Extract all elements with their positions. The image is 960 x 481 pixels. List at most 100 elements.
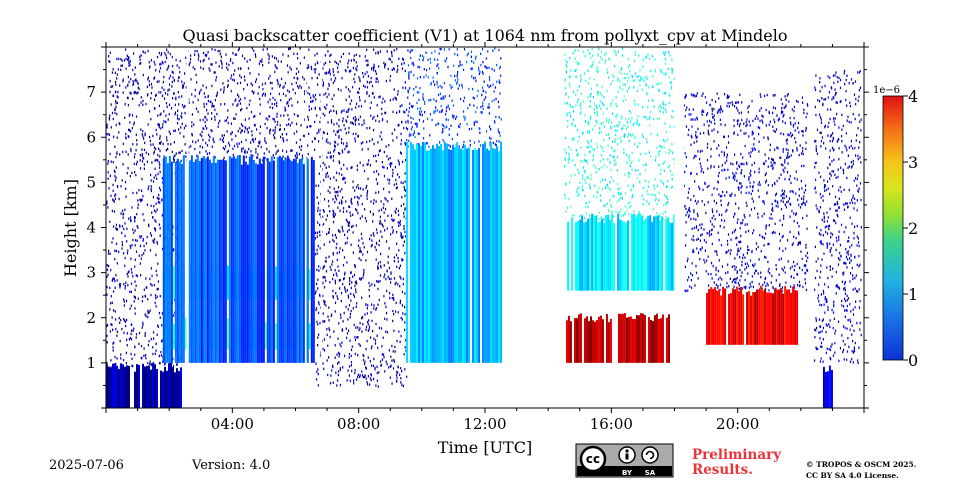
noise-speck: [256, 156, 258, 159]
noise-speck: [849, 303, 851, 306]
noise-speck: [779, 239, 781, 242]
noise-speck: [720, 203, 723, 207]
noise-speck: [695, 134, 697, 137]
noise-speck: [664, 103, 667, 107]
noise-speck: [272, 133, 275, 137]
noise-speck: [843, 271, 845, 274]
noise-speck: [348, 70, 351, 73]
noise-speck: [172, 71, 174, 74]
noise-speck: [783, 214, 785, 218]
noise-speck: [568, 152, 570, 156]
noise-speck: [365, 377, 367, 380]
noise-speck: [328, 306, 330, 309]
noise-speck: [801, 150, 804, 153]
noise-speck: [845, 98, 847, 102]
noise-speck: [437, 85, 439, 89]
noise-speck: [113, 210, 116, 213]
noise-speck: [639, 123, 641, 126]
noise-speck: [347, 221, 349, 225]
noise-speck: [114, 257, 116, 261]
noise-speck: [249, 99, 251, 102]
noise-speck: [316, 132, 318, 135]
noise-speck: [345, 290, 347, 293]
noise-speck: [403, 305, 406, 309]
noise-speck: [752, 285, 754, 289]
noise-speck: [664, 91, 667, 95]
noise-speck: [393, 313, 395, 316]
noise-speck: [699, 223, 701, 227]
noise-speck: [479, 70, 481, 74]
noise-speck: [280, 98, 282, 102]
noise-speck: [386, 289, 388, 293]
noise-speck: [423, 76, 425, 79]
noise-speck: [414, 122, 416, 126]
noise-speck: [463, 99, 465, 103]
noise-speck: [613, 150, 615, 153]
noise-speck: [720, 243, 723, 247]
noise-speck: [347, 88, 350, 91]
noise-speck: [147, 315, 149, 319]
noise-speck: [419, 66, 421, 69]
noise-speck: [790, 285, 792, 288]
noise-speck: [141, 198, 143, 202]
noise-speck: [780, 111, 783, 115]
noise-speck: [204, 95, 206, 99]
noise-speck: [403, 227, 405, 231]
noise-speck: [726, 250, 728, 254]
noise-speck: [397, 283, 399, 286]
noise-speck: [151, 284, 153, 287]
noise-speck: [322, 130, 325, 134]
noise-speck: [317, 323, 319, 326]
noise-speck: [620, 139, 622, 143]
noise-speck: [344, 147, 346, 151]
noise-speck: [734, 178, 736, 181]
noise-speck: [120, 185, 122, 188]
noise-speck: [379, 215, 382, 219]
noise-speck: [412, 105, 414, 108]
noise-speck: [402, 384, 404, 388]
noise-speck: [393, 68, 395, 71]
noise-speck: [178, 151, 180, 155]
noise-speck: [226, 62, 228, 65]
noise-speck: [119, 286, 121, 289]
noise-speck: [697, 251, 700, 254]
noise-speck: [478, 72, 481, 76]
noise-speck: [347, 224, 349, 227]
noise-speck: [629, 133, 632, 137]
noise-speck: [127, 153, 129, 156]
noise-speck: [744, 216, 746, 219]
noise-speck: [337, 143, 339, 146]
noise-speck: [159, 113, 161, 116]
noise-speck: [148, 224, 150, 228]
noise-speck: [108, 187, 110, 190]
noise-speck: [230, 89, 232, 93]
noise-speck: [569, 69, 572, 72]
noise-speck: [354, 335, 356, 339]
noise-speck: [476, 106, 478, 109]
noise-speck: [742, 219, 744, 222]
noise-speck: [323, 286, 326, 289]
noise-speck: [667, 185, 669, 188]
noise-speck: [717, 174, 719, 178]
noise-speck: [147, 298, 149, 301]
noise-speck: [626, 72, 628, 76]
noise-speck: [123, 298, 125, 301]
noise-speck: [851, 339, 854, 343]
noise-speck: [740, 221, 742, 225]
noise-speck: [212, 104, 214, 108]
noise-speck: [736, 106, 738, 110]
noise-speck: [456, 48, 458, 51]
noise-speck: [147, 153, 150, 156]
noise-speck: [601, 187, 603, 191]
noise-speck: [400, 142, 402, 146]
noise-speck: [232, 78, 234, 81]
noise-speck: [468, 127, 470, 131]
noise-speck: [824, 183, 826, 187]
noise-speck: [762, 236, 764, 239]
noise-speck: [392, 168, 394, 172]
noise-speck: [132, 80, 134, 83]
noise-speck: [297, 56, 299, 60]
noise-speck: [325, 279, 327, 282]
noise-speck: [841, 113, 843, 117]
noise-speck: [721, 164, 723, 167]
